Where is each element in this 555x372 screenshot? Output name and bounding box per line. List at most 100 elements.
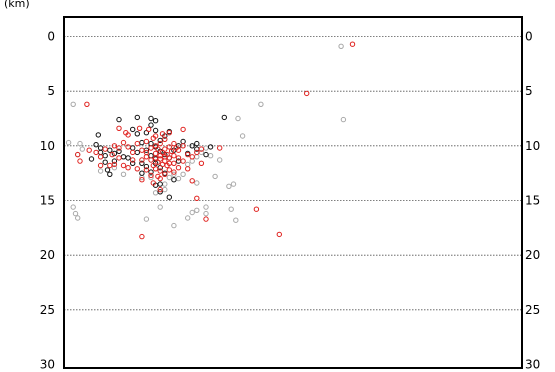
data-point — [75, 215, 81, 221]
data-point — [171, 171, 177, 178]
data-point — [235, 115, 241, 122]
data-point — [95, 132, 102, 138]
data-point — [253, 206, 260, 212]
data-point — [171, 140, 177, 147]
data-point — [97, 162, 104, 169]
data-point — [134, 131, 141, 137]
y-axis-unit-label: (km) — [4, 0, 30, 10]
data-point — [157, 140, 163, 147]
data-point — [189, 154, 195, 160]
data-point — [157, 175, 163, 182]
data-point — [148, 153, 154, 159]
data-point — [86, 147, 92, 153]
data-point — [185, 151, 191, 158]
y-tick-label-left: 25 — [40, 303, 55, 317]
data-point — [130, 145, 136, 151]
data-point — [136, 125, 143, 132]
data-point — [239, 133, 246, 139]
data-point — [150, 180, 157, 186]
data-point — [148, 174, 154, 181]
data-point — [70, 101, 76, 108]
data-points — [65, 41, 356, 240]
data-point — [70, 204, 76, 210]
data-point — [217, 145, 223, 151]
data-point — [148, 145, 154, 151]
data-point — [166, 144, 173, 150]
data-point — [134, 149, 141, 156]
data-point — [157, 168, 163, 174]
data-point — [125, 132, 131, 138]
data-point — [157, 186, 163, 193]
data-point — [212, 173, 218, 180]
data-point — [75, 151, 81, 158]
data-point — [102, 153, 108, 159]
data-point — [139, 139, 145, 146]
data-point — [194, 180, 200, 186]
data-point — [185, 166, 191, 172]
data-point — [217, 157, 223, 163]
data-point — [111, 161, 118, 168]
data-point — [171, 153, 177, 159]
data-point — [152, 166, 159, 172]
data-point — [162, 181, 168, 187]
data-point — [111, 158, 118, 164]
data-point — [230, 181, 237, 187]
data-point — [139, 170, 145, 176]
data-point — [152, 118, 159, 124]
data-point — [175, 147, 182, 153]
data-point — [148, 140, 154, 147]
data-point — [79, 146, 86, 152]
data-point — [162, 146, 168, 152]
data-point — [146, 126, 152, 133]
data-point — [338, 43, 344, 49]
data-point — [109, 151, 115, 158]
gridlines — [64, 36, 522, 311]
data-point — [116, 145, 122, 151]
data-point — [203, 216, 209, 222]
data-point — [194, 140, 200, 147]
data-point — [97, 154, 104, 160]
data-point — [207, 153, 214, 159]
data-point — [180, 171, 186, 178]
data-point — [166, 174, 173, 181]
y-tick-label-right: 25 — [525, 303, 540, 317]
data-point — [88, 156, 95, 162]
data-point — [185, 215, 191, 221]
data-point — [185, 161, 191, 168]
data-point — [120, 139, 127, 146]
data-point — [143, 163, 150, 170]
data-point — [97, 168, 104, 174]
data-point — [152, 190, 159, 196]
data-point — [107, 147, 113, 153]
data-point — [171, 222, 177, 229]
data-point — [203, 145, 209, 151]
data-point — [148, 122, 154, 128]
data-point — [143, 138, 150, 145]
y-tick-label-left: 30 — [40, 358, 55, 372]
data-point — [130, 160, 136, 167]
data-point — [134, 140, 141, 147]
data-point — [203, 151, 209, 158]
data-point — [157, 181, 163, 187]
data-point — [157, 189, 163, 195]
data-point — [155, 146, 161, 152]
data-point — [97, 149, 104, 156]
plot-frame — [63, 16, 523, 369]
data-point — [93, 149, 99, 156]
data-point — [166, 130, 173, 136]
data-point — [134, 114, 141, 121]
data-point — [166, 194, 173, 200]
data-point — [180, 126, 186, 133]
data-point — [162, 186, 168, 193]
data-point — [148, 115, 154, 122]
data-point — [107, 162, 113, 169]
data-point — [139, 177, 145, 183]
data-point — [148, 157, 154, 163]
y-tick-label-left: 10 — [40, 139, 55, 153]
data-point — [130, 149, 136, 156]
data-point — [111, 143, 118, 149]
data-point — [180, 138, 186, 145]
data-point — [203, 210, 209, 217]
data-point — [171, 177, 177, 183]
data-point — [194, 207, 200, 214]
